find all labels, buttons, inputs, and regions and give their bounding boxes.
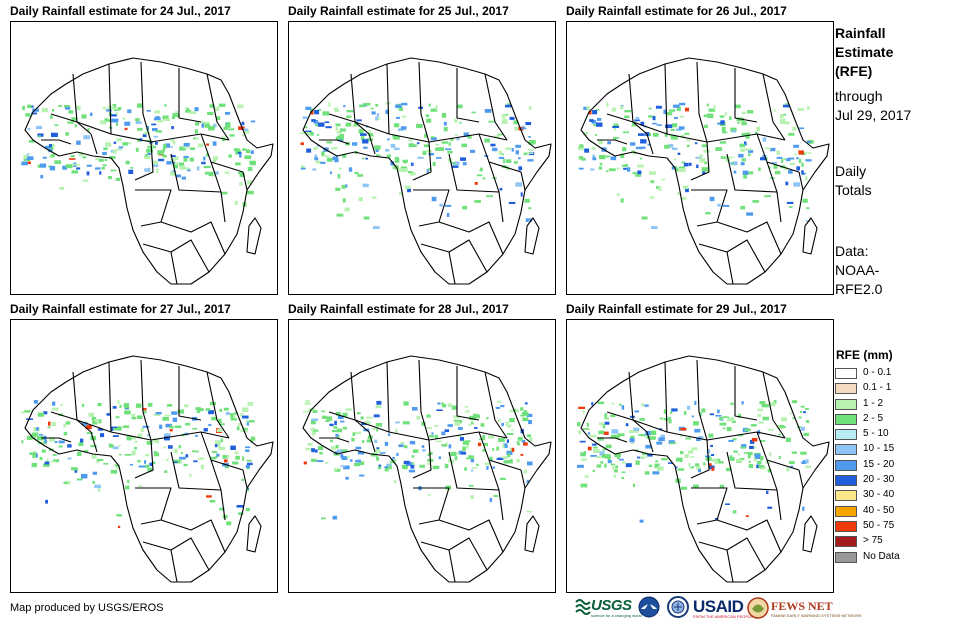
africa-map-icon: [577, 57, 830, 285]
panel-title: Daily Rainfall estimate for 27 Jul., 201…: [10, 302, 231, 316]
totals-note: Daily Totals: [835, 162, 872, 200]
usgs-wave-icon: [575, 599, 591, 615]
legend-swatch: [835, 520, 857, 532]
through-label: through: [835, 88, 883, 104]
africa-map-icon: [21, 57, 274, 285]
legend-label: 0 - 0.1: [863, 367, 892, 378]
rainfall-map: [288, 319, 556, 593]
dos-seal-logo: [667, 596, 689, 620]
through-value: Jul 29, 2017: [835, 107, 912, 123]
legend-swatch: [835, 490, 857, 502]
fews-net-tagline: FAMINE EARLY WARNING SYSTEMS NETWORK: [771, 613, 862, 618]
data-source-line: RFE2.0: [835, 281, 883, 297]
totals-line: Totals: [835, 182, 872, 198]
legend-swatch: [835, 368, 857, 379]
africa-map-icon: [21, 355, 274, 583]
legend-label: 20 - 30: [863, 474, 895, 486]
legend-swatch: [835, 444, 857, 456]
usaid-text: USAID: [693, 597, 744, 616]
rainfall-map: [566, 21, 834, 295]
legend-label: 50 - 75: [863, 519, 895, 531]
data-source-line: NOAA-: [835, 262, 880, 278]
panel-title: Daily Rainfall estimate for 26 Jul., 201…: [566, 4, 787, 18]
panel-title: Daily Rainfall estimate for 28 Jul., 201…: [288, 302, 509, 316]
totals-line: Daily: [835, 163, 867, 179]
panel-title: Daily Rainfall estimate for 29 Jul., 201…: [566, 302, 787, 316]
side-title-line: Rainfall: [835, 25, 886, 41]
rainfall-map: [10, 319, 278, 593]
rainfall-map: [10, 21, 278, 295]
data-source-line: Data:: [835, 243, 869, 259]
data-source: Data: NOAA- RFE2.0: [835, 242, 882, 299]
legend-swatch: [835, 505, 857, 517]
legend-swatch: [835, 413, 857, 425]
legend-label: 40 - 50: [863, 504, 895, 516]
legend-swatch: [835, 475, 857, 487]
fews-net-logo: FEWS NET FAMINE EARLY WARNING SYSTEMS NE…: [747, 596, 862, 620]
legend-label: 30 - 40: [863, 489, 895, 501]
legend-label: 1 - 2: [863, 397, 884, 409]
usgs-text: USGS: [591, 597, 632, 614]
legend-label: 15 - 20: [863, 458, 895, 470]
legend-swatch: [835, 536, 857, 548]
legend-label: No Data: [863, 550, 900, 562]
usgs-logo: USGS science for a changing world: [575, 596, 642, 620]
legend-swatch: [835, 459, 857, 471]
legend-swatch: [835, 383, 857, 395]
legend-label: 5 - 10: [863, 428, 889, 440]
africa-map-icon: [577, 355, 830, 583]
legend-label: 0.1 - 1: [863, 382, 892, 394]
africa-map-icon: [302, 355, 552, 583]
usaid-tagline: FROM THE AMERICAN PEOPLE: [693, 614, 753, 619]
side-title: Rainfall Estimate (RFE): [835, 24, 893, 81]
legend-label: 2 - 5: [863, 412, 884, 424]
panel-title: Daily Rainfall estimate for 24 Jul., 201…: [10, 4, 231, 18]
rainfall-map: [288, 21, 556, 295]
panel-title: Daily Rainfall estimate for 25 Jul., 201…: [288, 4, 509, 18]
credit-text: Map produced by USGS/EROS: [10, 602, 164, 614]
legend-swatch: [835, 551, 857, 563]
side-title-line: (RFE): [835, 63, 873, 79]
usgs-tagline: science for a changing world: [591, 613, 642, 618]
rainfall-map: [566, 319, 834, 593]
africa-map-icon: [299, 57, 552, 285]
side-title-line: Estimate: [835, 44, 894, 60]
through-date: through Jul 29, 2017: [835, 87, 911, 125]
legend-swatch: [835, 398, 857, 410]
legend-swatch: [835, 429, 857, 441]
usaid-logo: USAID FROM THE AMERICAN PEOPLE: [693, 596, 753, 620]
noaa-logo: [638, 596, 660, 620]
legend-title: RFE (mm): [836, 348, 893, 362]
fews-net-text: FEWS NET: [771, 599, 833, 613]
legend-label: 10 - 15: [863, 443, 895, 455]
legend-label: > 75: [863, 535, 883, 547]
